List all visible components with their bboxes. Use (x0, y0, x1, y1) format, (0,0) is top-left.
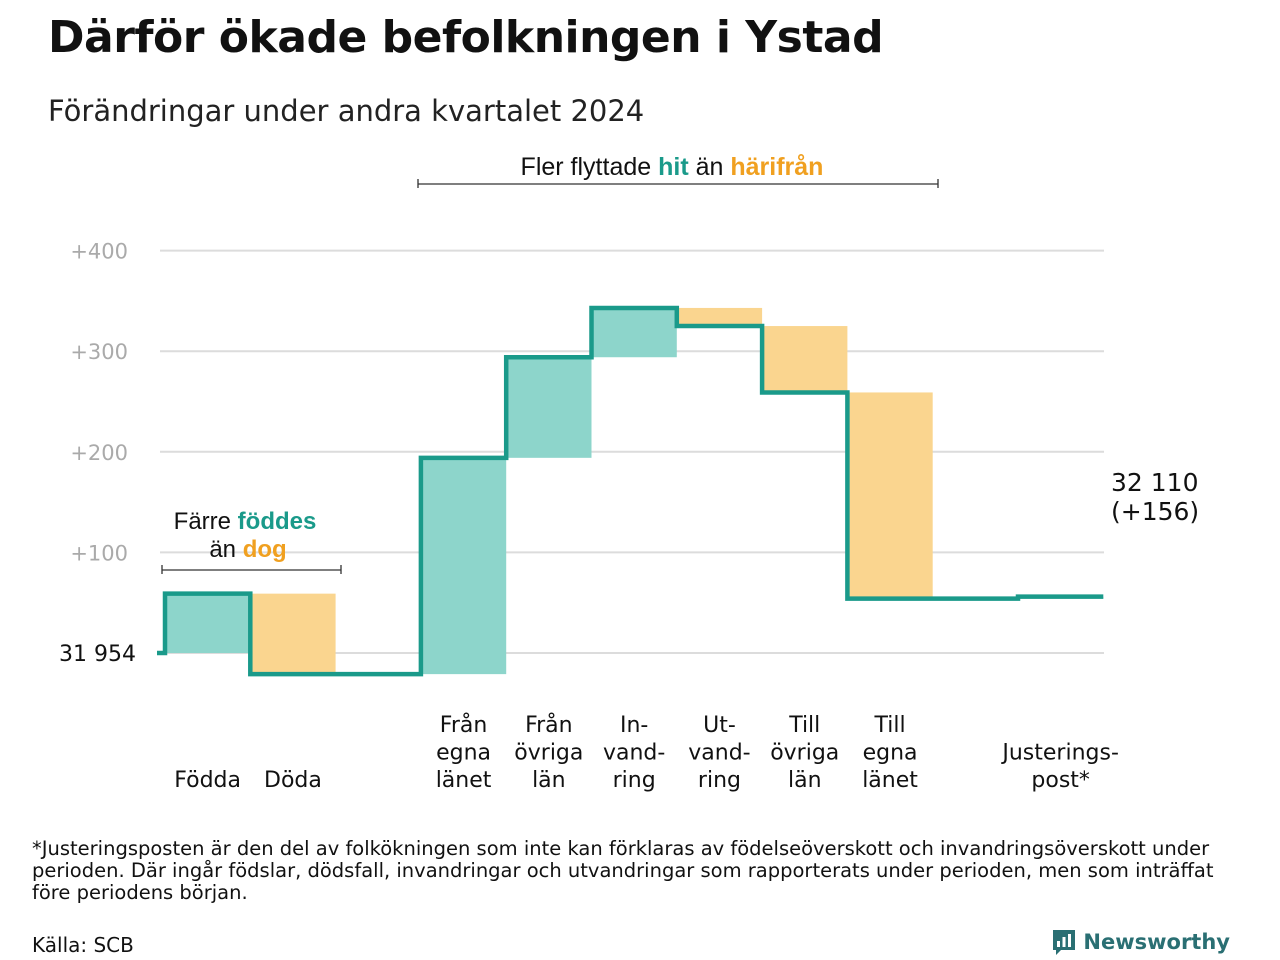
y-tick-label: +100 (70, 541, 128, 565)
category-label: Ut- (703, 713, 736, 738)
category-label: vand- (688, 741, 750, 766)
cumulative-step-line (157, 305, 1104, 677)
y-tick-label: +300 (70, 340, 128, 364)
increase-bar (506, 357, 592, 458)
births-annotation-line2: än dog (209, 536, 286, 563)
category-label: länet (436, 768, 492, 793)
end-value-label: 32 110 (1111, 468, 1198, 497)
category-label: övriga (770, 741, 839, 766)
y-tick-label: +400 (70, 240, 128, 264)
migration-annotation: Fler flyttade hit än härifrån (521, 153, 824, 181)
category-label: vand- (603, 741, 665, 766)
category-label: Från (440, 712, 488, 738)
category-label: ring (613, 768, 656, 793)
category-label: Till (873, 713, 905, 738)
category-label: Justerings- (1000, 741, 1119, 766)
source-label: Källa: SCB (32, 933, 134, 957)
footnote: *Justeringsposten är den del av folkökni… (32, 837, 1214, 904)
chart-subtitle: Förändringar under andra kvartalet 2024 (48, 94, 645, 128)
start-value-label: 31 954 (59, 642, 136, 667)
category-label: övriga (514, 741, 583, 766)
bar-chart-icon (1053, 930, 1076, 955)
category-label: Till (788, 713, 820, 738)
category-label: In- (620, 713, 648, 738)
increase-bar (165, 593, 251, 653)
category-label: Födda (174, 768, 241, 793)
newsworthy-logo: Newsworthy (1051, 928, 1230, 956)
category-label: länet (862, 768, 918, 793)
chart-title: Därför ökade befolkningen i Ystad (48, 12, 884, 63)
brand-name: Newsworthy (1083, 930, 1230, 954)
category-label: egna (436, 741, 491, 766)
category-label: post* (1031, 768, 1090, 793)
end-change-label: (+156) (1111, 497, 1199, 526)
decrease-bar (762, 326, 848, 393)
category-label: Döda (264, 768, 322, 793)
category-label: län (788, 768, 822, 793)
decrease-bar (847, 392, 933, 599)
y-tick-label: +200 (70, 441, 128, 465)
decrease-bar (676, 307, 763, 327)
category-label: egna (863, 741, 918, 766)
increase-bar (591, 307, 677, 358)
decrease-bar (250, 593, 336, 675)
category-label: ring (698, 768, 741, 793)
births-annotation-bracket (161, 565, 342, 574)
births-annotation-line1: Färre föddes (174, 508, 317, 535)
increase-bar (420, 457, 507, 675)
category-label: Från (525, 712, 573, 738)
category-label: län (532, 768, 566, 793)
migration-annotation-bracket (417, 179, 939, 188)
